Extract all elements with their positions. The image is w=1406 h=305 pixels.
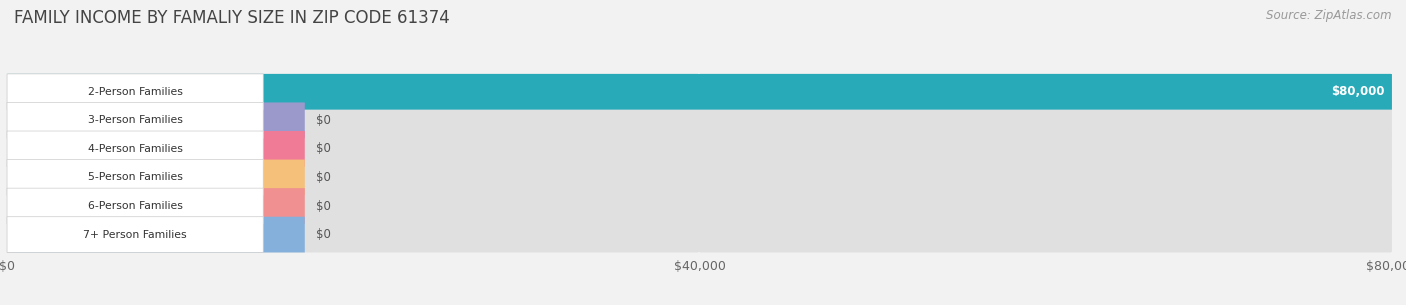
FancyBboxPatch shape xyxy=(7,74,263,109)
Text: $0: $0 xyxy=(316,228,330,241)
Text: 7+ Person Families: 7+ Person Families xyxy=(83,230,187,240)
Text: $0: $0 xyxy=(316,199,330,213)
Text: 3-Person Families: 3-Person Families xyxy=(87,115,183,125)
Text: Source: ZipAtlas.com: Source: ZipAtlas.com xyxy=(1267,9,1392,22)
Text: $80,000: $80,000 xyxy=(1331,85,1385,98)
Text: 6-Person Families: 6-Person Families xyxy=(87,201,183,211)
Text: $0: $0 xyxy=(316,171,330,184)
FancyBboxPatch shape xyxy=(7,160,263,195)
Text: FAMILY INCOME BY FAMALIY SIZE IN ZIP CODE 61374: FAMILY INCOME BY FAMALIY SIZE IN ZIP COD… xyxy=(14,9,450,27)
Text: 4-Person Families: 4-Person Families xyxy=(87,144,183,154)
Text: 2-Person Families: 2-Person Families xyxy=(87,87,183,97)
FancyBboxPatch shape xyxy=(7,102,263,138)
FancyBboxPatch shape xyxy=(7,131,263,167)
FancyBboxPatch shape xyxy=(7,131,1392,167)
FancyBboxPatch shape xyxy=(7,131,305,167)
FancyBboxPatch shape xyxy=(7,102,305,138)
FancyBboxPatch shape xyxy=(7,217,1392,253)
FancyBboxPatch shape xyxy=(7,188,1392,224)
FancyBboxPatch shape xyxy=(7,74,1392,109)
FancyBboxPatch shape xyxy=(7,160,305,195)
FancyBboxPatch shape xyxy=(7,188,305,224)
FancyBboxPatch shape xyxy=(7,188,263,224)
FancyBboxPatch shape xyxy=(7,74,1392,109)
FancyBboxPatch shape xyxy=(7,217,305,253)
Text: $0: $0 xyxy=(316,114,330,127)
FancyBboxPatch shape xyxy=(7,160,1392,195)
Text: 5-Person Families: 5-Person Families xyxy=(87,172,183,182)
FancyBboxPatch shape xyxy=(7,217,263,253)
Text: $0: $0 xyxy=(316,142,330,155)
FancyBboxPatch shape xyxy=(7,102,1392,138)
